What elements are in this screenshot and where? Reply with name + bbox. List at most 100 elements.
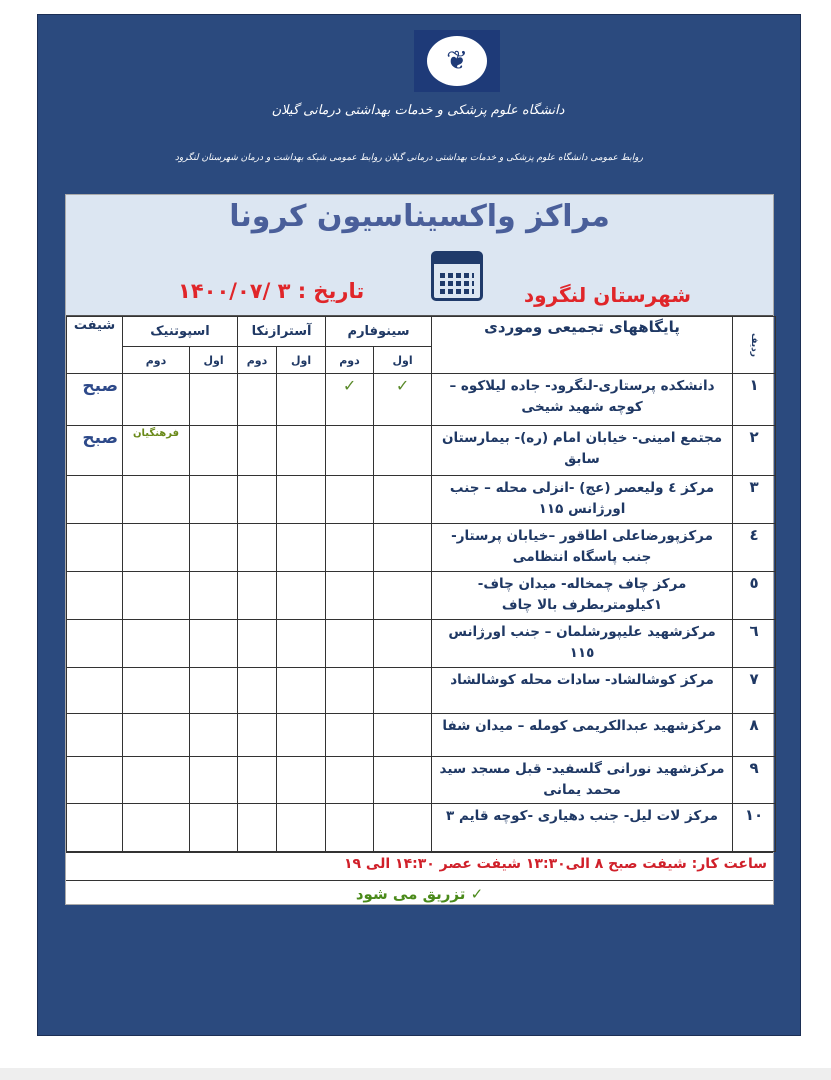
astrazeneca-first bbox=[276, 571, 327, 620]
table-row: ۳ مرکز ٤ ولیعصر (عج) -انزلی محله – جنب او… bbox=[66, 475, 777, 524]
center-name: مرکزشهید نورانی گلسفید- قبل مسجد سید محم… bbox=[431, 756, 734, 804]
astrazeneca-first bbox=[276, 803, 327, 852]
row-number: ۱ bbox=[732, 373, 777, 426]
center-name: مرکز ٤ ولیعصر (عج) -انزلی محله – جنب اور… bbox=[431, 475, 734, 524]
table-row: ٩ مرکزشهید نورانی گلسفید- قبل مسجد سید مح… bbox=[66, 756, 777, 804]
schedule-panel: مراکز واکسیناسیون کرونا شهرستان لنگرود ت… bbox=[65, 194, 777, 905]
shift-cell bbox=[66, 803, 123, 852]
center-name: مرکز چاف چمخاله- میدان چاف- ۱کیلومتربطرف… bbox=[431, 571, 734, 620]
astrazeneca-first bbox=[276, 713, 327, 757]
sputnik-first bbox=[189, 425, 239, 476]
working-hours: ساعت کار: شیفت صبح ۸ الی۱۳:۳۰ شیفت عصر ۱… bbox=[66, 852, 773, 880]
sputnik-second bbox=[121, 475, 191, 524]
sputnik-second bbox=[121, 619, 191, 668]
calendar-icon bbox=[431, 251, 483, 301]
sinopharm-first: ✓ bbox=[373, 373, 433, 426]
university-name: دانشگاه علوم پزشکی و خدمات بهداشتی درمان… bbox=[271, 103, 565, 118]
sinopharm-first bbox=[373, 523, 433, 572]
row-number: ٥ bbox=[732, 571, 777, 620]
astrazeneca-first bbox=[276, 475, 327, 524]
center-name: دانشکده پرستاری-لنگرود- جاده لیلاکوه – ک… bbox=[431, 373, 734, 426]
sinopharm-first bbox=[373, 756, 433, 804]
sputnik-first bbox=[189, 373, 239, 426]
university-logo: ❦ bbox=[414, 30, 500, 92]
astrazeneca-first bbox=[276, 523, 327, 572]
sputnik-first bbox=[189, 571, 239, 620]
col-name: پایگاههای تجمیعی وموردی bbox=[431, 316, 734, 374]
shift-cell: صبح bbox=[66, 373, 123, 426]
shift-cell: صبح bbox=[66, 425, 123, 476]
center-name: مجتمع امینی- خیابان امام (ره)- بیمارستان… bbox=[431, 425, 734, 476]
sputnik-second bbox=[121, 756, 191, 804]
table-row: ۱ دانشکده پرستاری-لنگرود- جاده لیلاکوه – … bbox=[66, 373, 777, 426]
astrazeneca-first bbox=[276, 373, 327, 426]
table-row: ٦ مرکزشهید علیپورشلمان – جنب اورژانس ۱۱٥ bbox=[66, 619, 777, 668]
shift-cell bbox=[66, 523, 123, 572]
shift-cell bbox=[66, 571, 123, 620]
sputnik-first bbox=[189, 667, 239, 714]
sinopharm-second bbox=[325, 803, 375, 852]
sinopharm-first bbox=[373, 803, 433, 852]
col-sinopharm: سینوفارم bbox=[325, 316, 433, 347]
astrazeneca-second bbox=[237, 756, 278, 804]
astrazeneca-second bbox=[237, 667, 278, 714]
sinopharm-first bbox=[373, 425, 433, 476]
astrazeneca-second bbox=[237, 803, 278, 852]
col-sputnik: اسپوتنیک bbox=[121, 316, 239, 347]
sinopharm-first bbox=[373, 667, 433, 714]
astrazeneca-second bbox=[237, 619, 278, 668]
header-subtitle: روابط عمومی دانشگاه علوم پزشکی و خدمات ب… bbox=[174, 153, 643, 163]
astrazeneca-second bbox=[237, 713, 278, 757]
table-row: ٤ مرکزپورضاعلی اطاقور –خیابان پرستار- جنب… bbox=[66, 523, 777, 572]
sputnik-first bbox=[189, 523, 239, 572]
astrazeneca-second bbox=[237, 425, 278, 476]
shift-cell bbox=[66, 713, 123, 757]
row-number: ٤ bbox=[732, 523, 777, 572]
astrazeneca-second bbox=[237, 571, 278, 620]
row-number: ٨ bbox=[732, 713, 777, 757]
sputnik-second bbox=[121, 667, 191, 714]
sino-second: دوم bbox=[325, 346, 375, 374]
page-title: مراکز واکسیناسیون کرونا bbox=[229, 199, 610, 234]
astrazeneca-first bbox=[276, 756, 327, 804]
shift-cell bbox=[66, 475, 123, 524]
sput-first: اول bbox=[189, 346, 239, 374]
sinopharm-first bbox=[373, 619, 433, 668]
center-name: مرکزشهید علیپورشلمان – جنب اورژانس ۱۱٥ bbox=[431, 619, 734, 668]
row-number: ۳ bbox=[732, 475, 777, 524]
shift-cell bbox=[66, 756, 123, 804]
center-name: مرکزشهید عبدالکریمی کومله – میدان شفا bbox=[431, 713, 734, 757]
center-name: مرکز کوشالشاد- سادات محله کوشالشاد bbox=[431, 667, 734, 714]
astrazeneca-second bbox=[237, 475, 278, 524]
row-number: ٧ bbox=[732, 667, 777, 714]
astra-first: اول bbox=[276, 346, 327, 374]
sputnik-first bbox=[189, 803, 239, 852]
date-label: تاریخ : ۳ /۱۴۰۰/۰۷ bbox=[178, 279, 365, 303]
row-number: ٩ bbox=[732, 756, 777, 804]
sino-first: اول bbox=[373, 346, 433, 374]
legend: ✓ تزریق می شود bbox=[66, 880, 773, 909]
sinopharm-second bbox=[325, 571, 375, 620]
sputnik-first bbox=[189, 756, 239, 804]
sputnik-second bbox=[121, 523, 191, 572]
table-row: ٥ مرکز چاف چمخاله- میدان چاف- ۱کیلومتربطر… bbox=[66, 571, 777, 620]
sputnik-first bbox=[189, 619, 239, 668]
sinopharm-second bbox=[325, 425, 375, 476]
center-name: مرکز لات لیل- جنب دهیاری -کوچه قایم ۳ bbox=[431, 803, 734, 852]
sinopharm-second bbox=[325, 713, 375, 757]
sputnik-second bbox=[121, 713, 191, 757]
sinopharm-second bbox=[325, 523, 375, 572]
bottom-bar bbox=[0, 1068, 831, 1080]
table-row: ۱۰ مرکز لات لیل- جنب دهیاری -کوچه قایم ۳ bbox=[66, 803, 777, 852]
astrazeneca-first bbox=[276, 425, 327, 476]
sinopharm-first bbox=[373, 475, 433, 524]
col-shift: شیفت bbox=[66, 316, 123, 374]
sinopharm-second bbox=[325, 667, 375, 714]
sputnik-second: فرهنگیان bbox=[121, 425, 191, 476]
astrazeneca-second bbox=[237, 373, 278, 426]
shift-cell bbox=[66, 667, 123, 714]
sinopharm-second bbox=[325, 619, 375, 668]
table-row: ۲ مجتمع امینی- خیابان امام (ره)- بیمارستا… bbox=[66, 425, 777, 476]
sinopharm-second bbox=[325, 475, 375, 524]
sputnik-second bbox=[121, 571, 191, 620]
